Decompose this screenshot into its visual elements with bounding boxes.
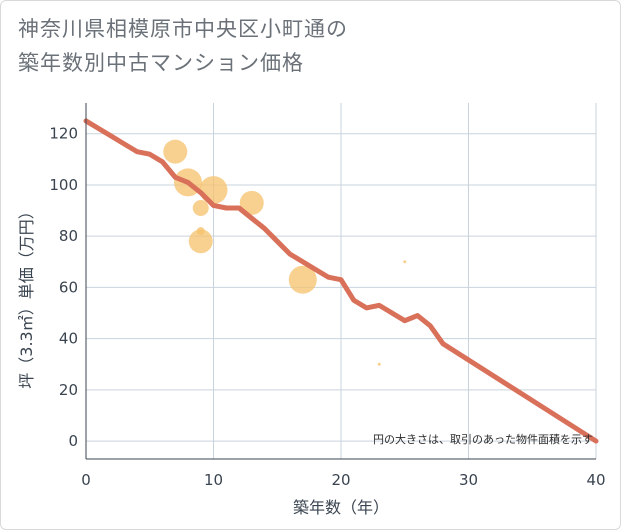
data-point — [199, 176, 228, 205]
data-point — [403, 260, 407, 264]
x-tick-label: 0 — [81, 471, 91, 489]
data-point — [192, 200, 209, 217]
axes-layer: 0 20 40 60 80 100 120 0 10 20 30 40 — [49, 103, 606, 489]
data-point — [196, 227, 205, 236]
chart-title: 神奈川県相模原市中央区小町通の 築年数別中古マンション価格 — [18, 12, 578, 80]
title-line-1: 神奈川県相模原市中央区小町通の — [18, 17, 348, 41]
x-tick-label: 20 — [331, 471, 350, 489]
y-tick-label: 120 — [49, 125, 78, 143]
y-tick-label: 80 — [59, 227, 78, 245]
y-tick-label: 60 — [59, 278, 78, 296]
data-point — [288, 265, 317, 294]
data-point — [239, 190, 264, 215]
x-tick-label: 30 — [459, 471, 478, 489]
y-axis-label: 坪（3.3㎡）単価（万円） — [17, 203, 36, 388]
trend-layer — [83, 118, 599, 444]
y-tick-label: 40 — [59, 330, 78, 348]
data-point — [163, 139, 188, 164]
x-axis-label: 築年数（年） — [293, 498, 389, 517]
x-tick-label: 10 — [204, 471, 223, 489]
x-tick-label: 40 — [586, 471, 605, 489]
data-point — [377, 362, 381, 366]
title-line-2: 築年数別中古マンション価格 — [18, 51, 304, 75]
y-tick-label: 100 — [49, 176, 78, 194]
trend-line — [83, 118, 599, 444]
chart-note: 円の大きさは、取引のあった物件面積を示す — [373, 432, 593, 446]
data-point — [188, 229, 213, 254]
y-tick-label: 20 — [59, 381, 78, 399]
y-tick-label: 0 — [68, 432, 78, 450]
